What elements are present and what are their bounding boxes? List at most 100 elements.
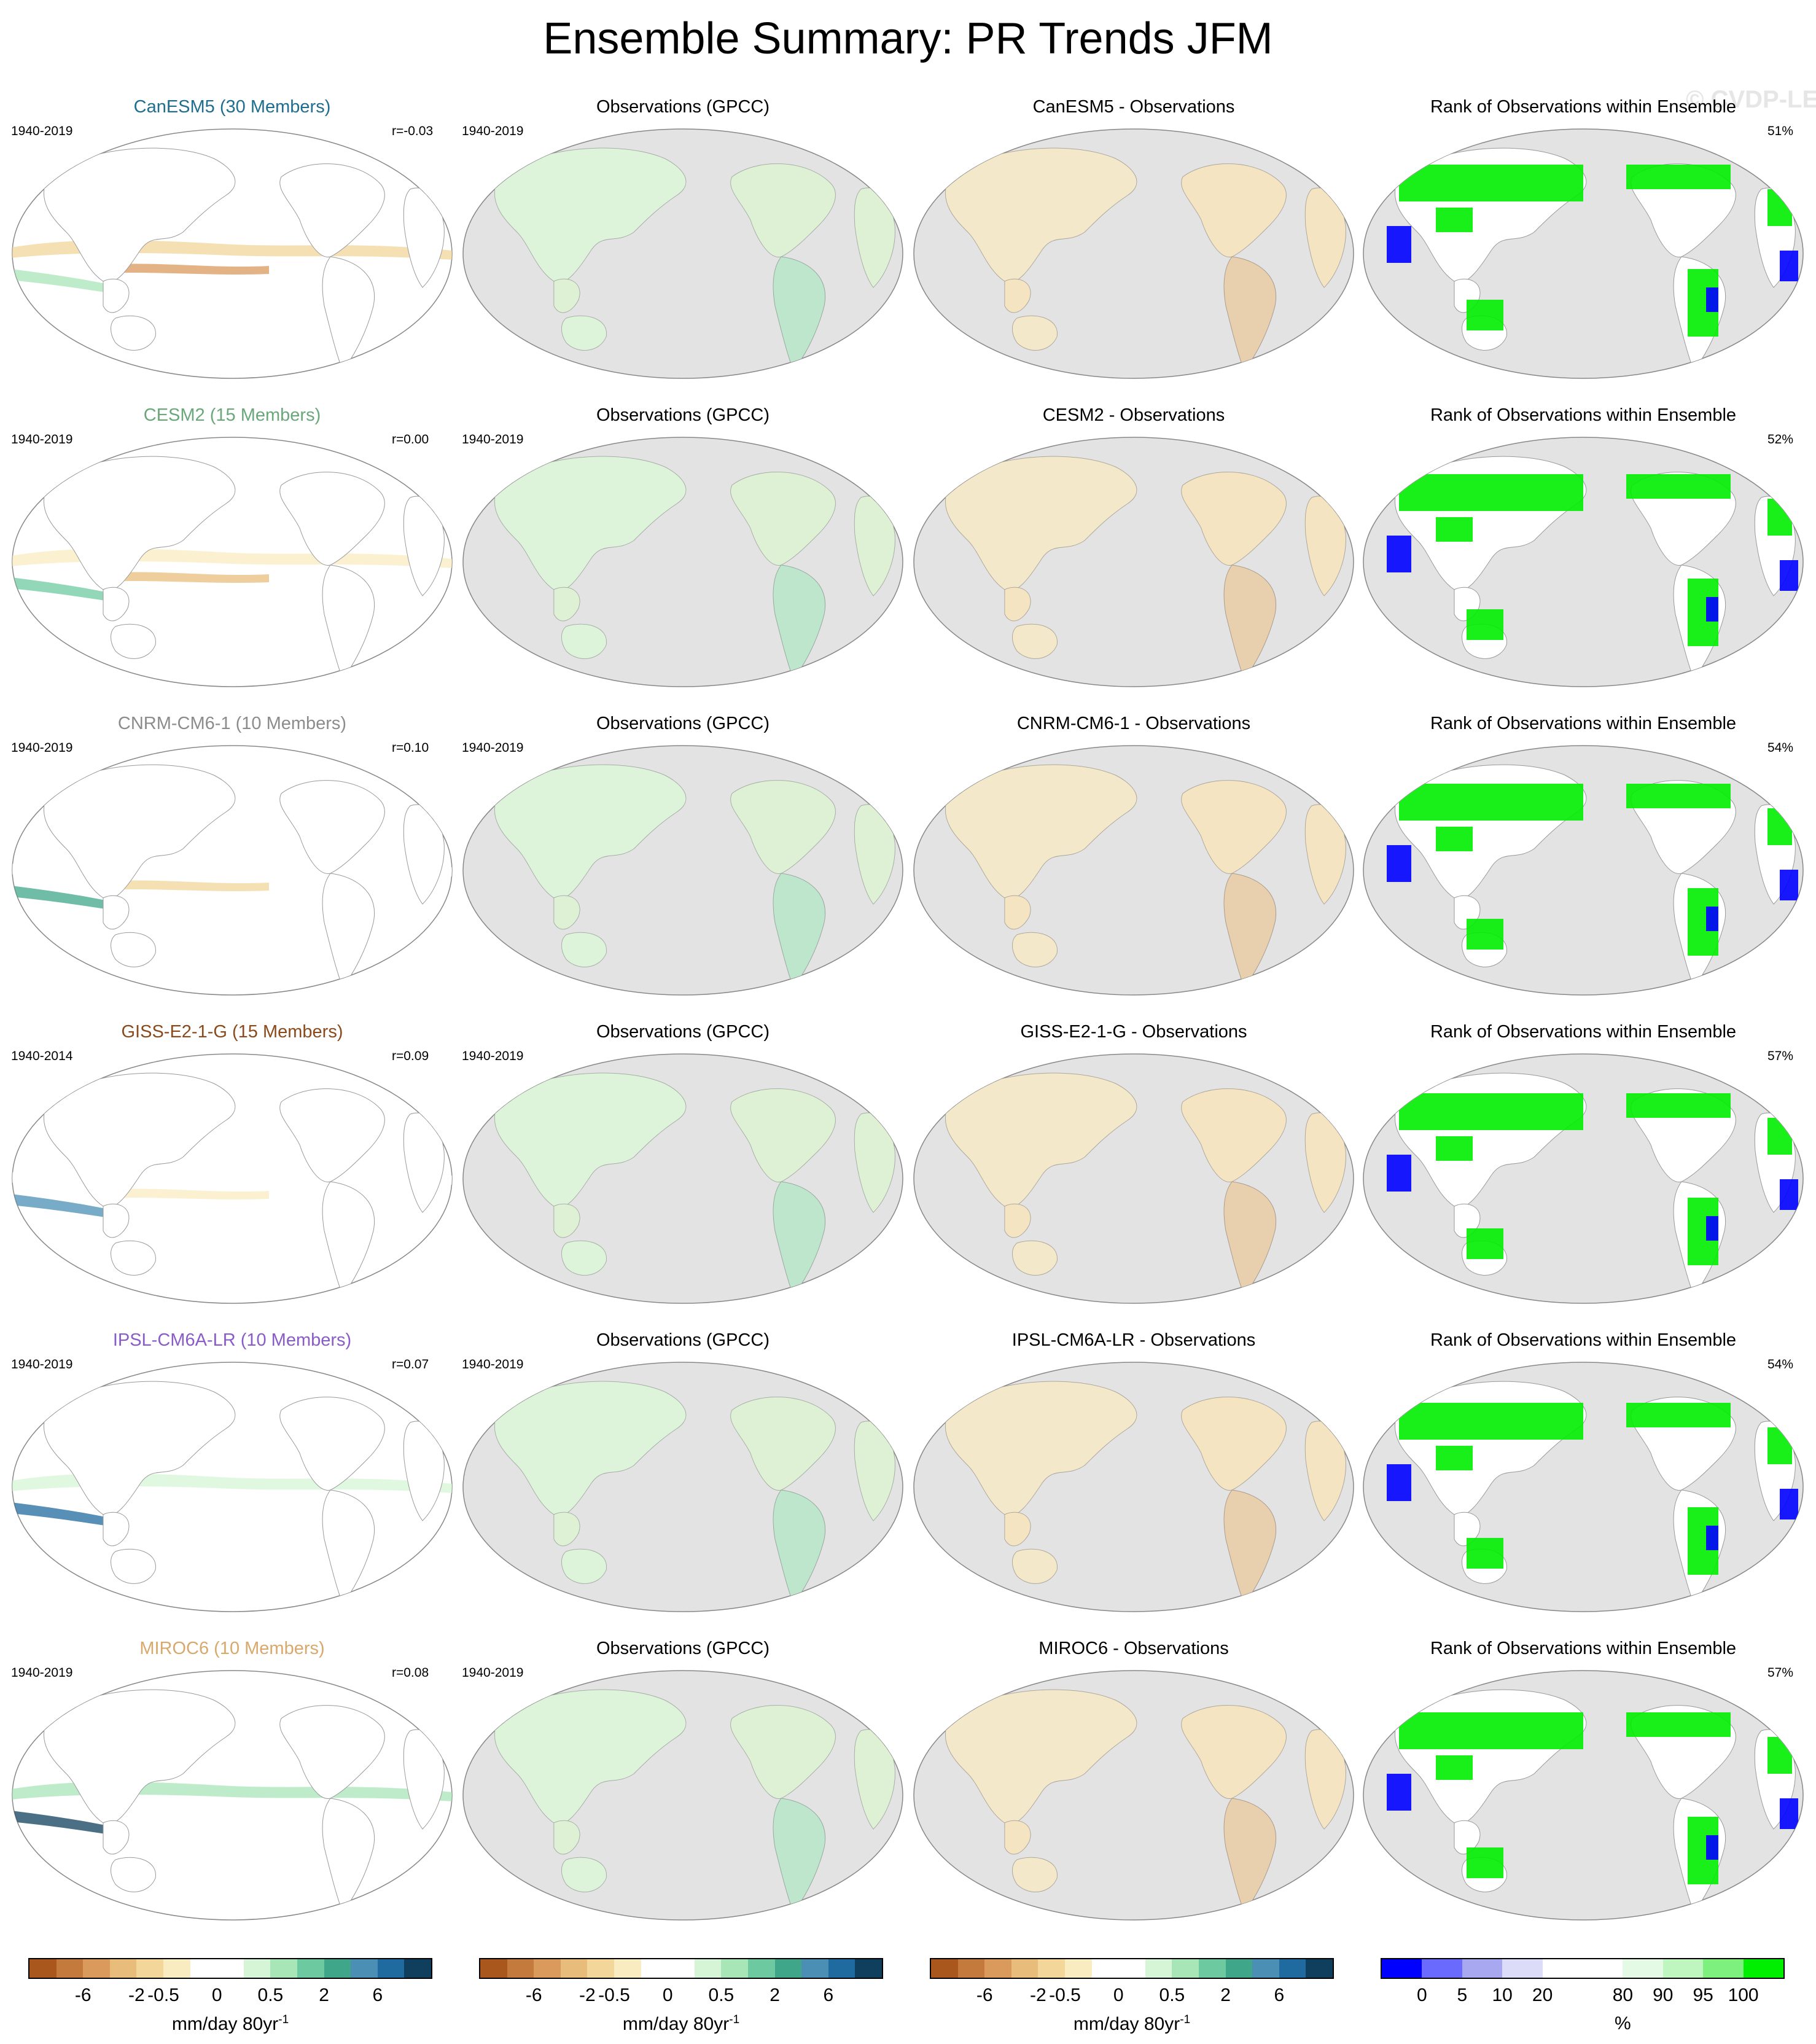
rank-block <box>1626 165 1731 189</box>
colorbar-swatch <box>1091 1959 1119 1978</box>
colorbar-tick-label: -2 <box>1030 1985 1046 2005</box>
colorbar-tick-label: 2 <box>319 1985 329 2005</box>
obs-period: 1940-2019 <box>462 432 524 447</box>
model-map-4 <box>12 1053 453 1304</box>
model-map-6 <box>12 1670 453 1921</box>
colorbar-tick-label: 2 <box>770 1985 780 2005</box>
colorbar-swatch <box>641 1959 668 1978</box>
trend-band <box>97 1188 269 1199</box>
colorbar-swatch <box>83 1959 110 1978</box>
colorbar-tick-label: -6 <box>976 1985 993 2005</box>
model-period: 1940-2019 <box>11 1357 73 1371</box>
colorbar-tick-label: -0.5 <box>147 1985 179 2005</box>
colorbar-swatch <box>587 1959 614 1978</box>
colorbar-unit: mm/day 80yr-1 <box>171 2013 289 2034</box>
colorbar-swatch <box>1306 1959 1333 1978</box>
obs-map-4 <box>462 1053 903 1304</box>
rank-block <box>1467 1538 1503 1569</box>
colorbar-swatch <box>1252 1959 1279 1978</box>
colorbar-swatch <box>774 1959 802 1978</box>
model-panel-title: MIROC6 (10 Members) <box>139 1639 325 1658</box>
trend-band <box>12 269 122 295</box>
continent <box>103 278 130 313</box>
diff-map-6 <box>913 1670 1354 1921</box>
trend-band <box>12 577 122 603</box>
diff-map-1 <box>913 128 1354 379</box>
rank-block <box>1780 870 1798 900</box>
continent <box>103 587 130 622</box>
trend-band <box>97 1497 269 1508</box>
rank-block <box>1399 474 1583 511</box>
rank-block <box>1626 474 1731 499</box>
rank-panel-title: Rank of Observations within Ensemble <box>1430 97 1737 117</box>
trend-band <box>12 1502 122 1528</box>
diff-panel-title: CNRM-CM6-1 - Observations <box>1016 714 1251 733</box>
colorbar-swatch <box>190 1959 217 1978</box>
obs-period: 1940-2019 <box>462 1049 524 1063</box>
colorbar-tick-label: 6 <box>372 1985 383 2005</box>
rank-panel-title: Rank of Observations within Ensemble <box>1430 1022 1737 1042</box>
colorbar-swatch <box>1145 1959 1172 1978</box>
rank-block <box>1767 1118 1792 1155</box>
colorbar-tick-label: -2 <box>579 1985 596 2005</box>
obs-map-2 <box>462 437 903 687</box>
continent <box>279 163 385 257</box>
colorbar-swatch <box>1011 1959 1039 1978</box>
rank-block <box>1399 784 1583 821</box>
colorbar-swatch <box>855 1959 882 1978</box>
rank-map-2 <box>1363 437 1804 687</box>
continent <box>279 1088 385 1182</box>
colorbar-swatch <box>828 1959 855 1978</box>
rank-block <box>1467 1228 1503 1259</box>
rank-panel-title: Rank of Observations within Ensemble <box>1430 714 1737 733</box>
rank-block <box>1780 1798 1798 1829</box>
colorbar-swatch <box>243 1959 271 1978</box>
colorbar-swatch <box>297 1959 324 1978</box>
obs-period: 1940-2019 <box>462 1357 524 1371</box>
colorbar-swatch <box>694 1959 722 1978</box>
continent <box>103 1203 130 1238</box>
trend-band <box>97 1805 269 1816</box>
continent <box>44 764 236 900</box>
colorbar-swatches <box>479 1958 883 1979</box>
colorbar-tick-label: 0 <box>211 1985 222 2005</box>
colorbar-swatch <box>163 1959 190 1978</box>
colorbar-swatch <box>931 1959 958 1978</box>
continent <box>279 780 385 874</box>
rank-block <box>1706 287 1718 312</box>
rank-block <box>1399 1712 1583 1749</box>
colorbar-tick-label: 2 <box>1220 1985 1231 2005</box>
rank-block <box>1706 1526 1718 1550</box>
colorbar-swatch <box>1542 1959 1583 1978</box>
obs-map-1 <box>462 128 903 379</box>
colorbar-swatch <box>270 1959 297 1978</box>
rank-block <box>1436 1755 1473 1780</box>
colorbar-tick-label: -6 <box>525 1985 542 2005</box>
model-panel-title: IPSL-CM6A-LR (10 Members) <box>112 1330 352 1350</box>
rank-block <box>1387 1774 1411 1811</box>
colorbar-tick-label: 90 <box>1653 1985 1674 2005</box>
rank-block <box>1436 517 1473 542</box>
colorbar-swatch <box>1279 1959 1306 1978</box>
obs-period: 1940-2019 <box>462 124 524 138</box>
rank-block <box>1780 1489 1798 1519</box>
rank-panel-title: Rank of Observations within Ensemble <box>1430 405 1737 425</box>
continent <box>279 1397 385 1491</box>
rank-map-5 <box>1363 1362 1804 1612</box>
rank-percent: 54% <box>1767 741 1794 755</box>
colorbar-unit: mm/day 80yr-1 <box>622 2013 740 2034</box>
model-map-1 <box>12 128 453 379</box>
rank-block <box>1767 1427 1792 1464</box>
continent <box>111 932 156 967</box>
colorbar-swatch <box>29 1959 57 1978</box>
rank-panel-title: Rank of Observations within Ensemble <box>1430 1330 1737 1350</box>
rank-block <box>1706 597 1718 622</box>
colorbar-tick-label: 0 <box>662 1985 673 2005</box>
colorbar-swatch <box>721 1959 748 1978</box>
rank-block <box>1436 208 1473 232</box>
obs-period: 1940-2019 <box>462 1666 524 1680</box>
model-period: 1940-2019 <box>11 1666 73 1680</box>
obs-panel-title: Observations (GPCC) <box>596 97 770 117</box>
colorbar-swatch <box>614 1959 641 1978</box>
model-map-2 <box>12 437 453 687</box>
